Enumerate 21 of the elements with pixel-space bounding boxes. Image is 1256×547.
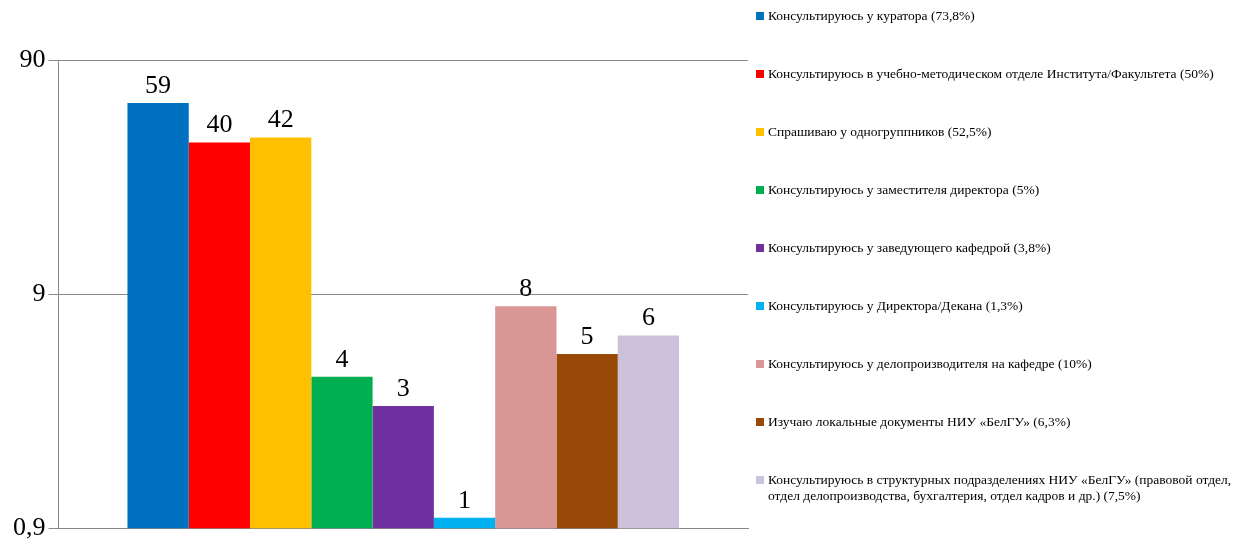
data-label: 8 bbox=[519, 273, 533, 303]
legend-label: Консультируюсь у заместителя директора (5%) bbox=[768, 182, 1040, 198]
data-label: 42 bbox=[267, 104, 294, 134]
legend-label: Консультируюсь у заведующего кафедрой (3,8%) bbox=[768, 240, 1051, 256]
y-tick-label: 9 bbox=[32, 278, 46, 308]
data-label: 6 bbox=[641, 302, 655, 332]
legend-label: Консультируюсь у куратора (73,8%) bbox=[768, 8, 975, 24]
legend-label: Консультируюсь в учебно-методическом отделе Института/Факультета (50%) bbox=[768, 66, 1214, 82]
y-tick-label: 0,9 bbox=[13, 512, 46, 542]
data-label: 4 bbox=[335, 343, 349, 373]
data-label: 5 bbox=[580, 320, 594, 350]
data-label: 1 bbox=[458, 484, 472, 514]
legend-label: Консультируюсь у Директора/Декана (1,3%) bbox=[768, 298, 1023, 314]
legend-label: Консультируюсь у делопроизводителя на кафедре (10%) bbox=[768, 356, 1092, 372]
legend-label: Консультируюсь в структурных подразделениях НИУ «БелГУ» (правовой отдел, отдел делопроизводства, бухгалтерия, отдел кадров и др.) (7,5%) bbox=[768, 472, 1233, 504]
data-label: 3 bbox=[396, 372, 410, 402]
y-tick-label: 90 bbox=[19, 43, 46, 73]
legend-label: Спрашиваю у одногруппников (52,5%) bbox=[768, 124, 992, 140]
data-label: 40 bbox=[206, 109, 233, 139]
legend-label: Изучаю локальные документы НИУ «БелГУ» (6,3%) bbox=[768, 414, 1071, 430]
data-label: 59 bbox=[145, 69, 172, 99]
